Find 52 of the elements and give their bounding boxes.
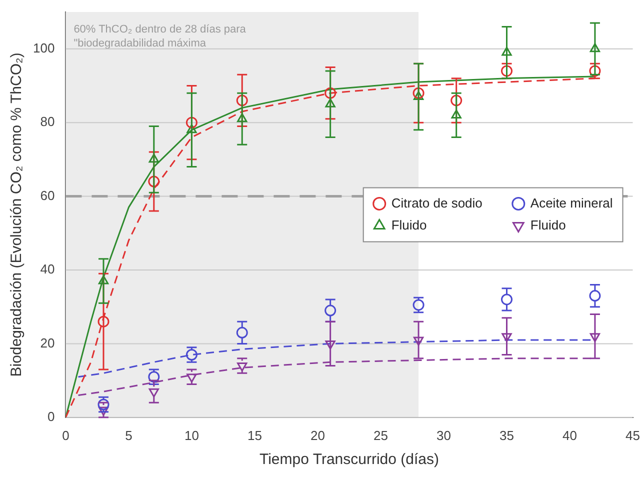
x-tick-label: 25 [374,428,388,443]
point [502,46,512,56]
point [236,326,248,338]
point [237,113,248,122]
x-tick-label: 45 [626,428,640,443]
y-tick-label: 80 [40,114,55,130]
point [590,333,600,342]
x-tick-label: 10 [184,428,199,443]
y-tick-label: 0 [47,408,55,424]
point [98,275,109,284]
point [590,43,600,52]
point [450,94,462,106]
point [501,294,512,306]
legend-label: Aceite mineral [530,195,613,210]
point [148,176,160,188]
y-tick-label: 100 [32,40,55,56]
point [237,362,248,372]
legend-label: Fluido [391,217,427,232]
point [186,349,198,360]
x-tick-label: 40 [562,428,577,443]
point [186,124,197,134]
x-tick-label: 0 [62,428,70,443]
point [236,94,248,106]
point [451,109,462,118]
x-tick-label: 5 [125,428,132,443]
point [413,336,424,346]
legend-label: Citrato de sodio [391,195,482,210]
point [324,304,336,316]
y-tick-label: 40 [40,262,55,277]
point [325,98,336,108]
band-label: 60% ThCO₂ dentro de 28 días para "biodegradabilidad máxima [74,24,247,50]
legend-label: Fluido [530,217,566,232]
point [98,406,109,416]
x-tick-label: 35 [500,428,514,443]
x-tick-label: 30 [436,428,451,443]
x-tick-label: 20 [310,428,325,443]
point [412,87,424,99]
point [186,374,197,383]
point [148,388,159,398]
x-tick-label: 15 [247,428,262,443]
point [148,154,159,163]
x-axis-title: Tiempo Transcurrido (días) [259,451,439,468]
point [325,340,336,350]
point [413,91,424,100]
y-tick-label: 60 [40,188,55,203]
point [324,87,336,99]
point [589,290,601,302]
y-axis-title: Biodegradación (Evolución CO₂ como % ThCO₂) [8,52,26,377]
point [186,116,198,128]
point [502,333,512,342]
point [98,316,110,328]
y-tick-label: 20 [40,335,55,350]
